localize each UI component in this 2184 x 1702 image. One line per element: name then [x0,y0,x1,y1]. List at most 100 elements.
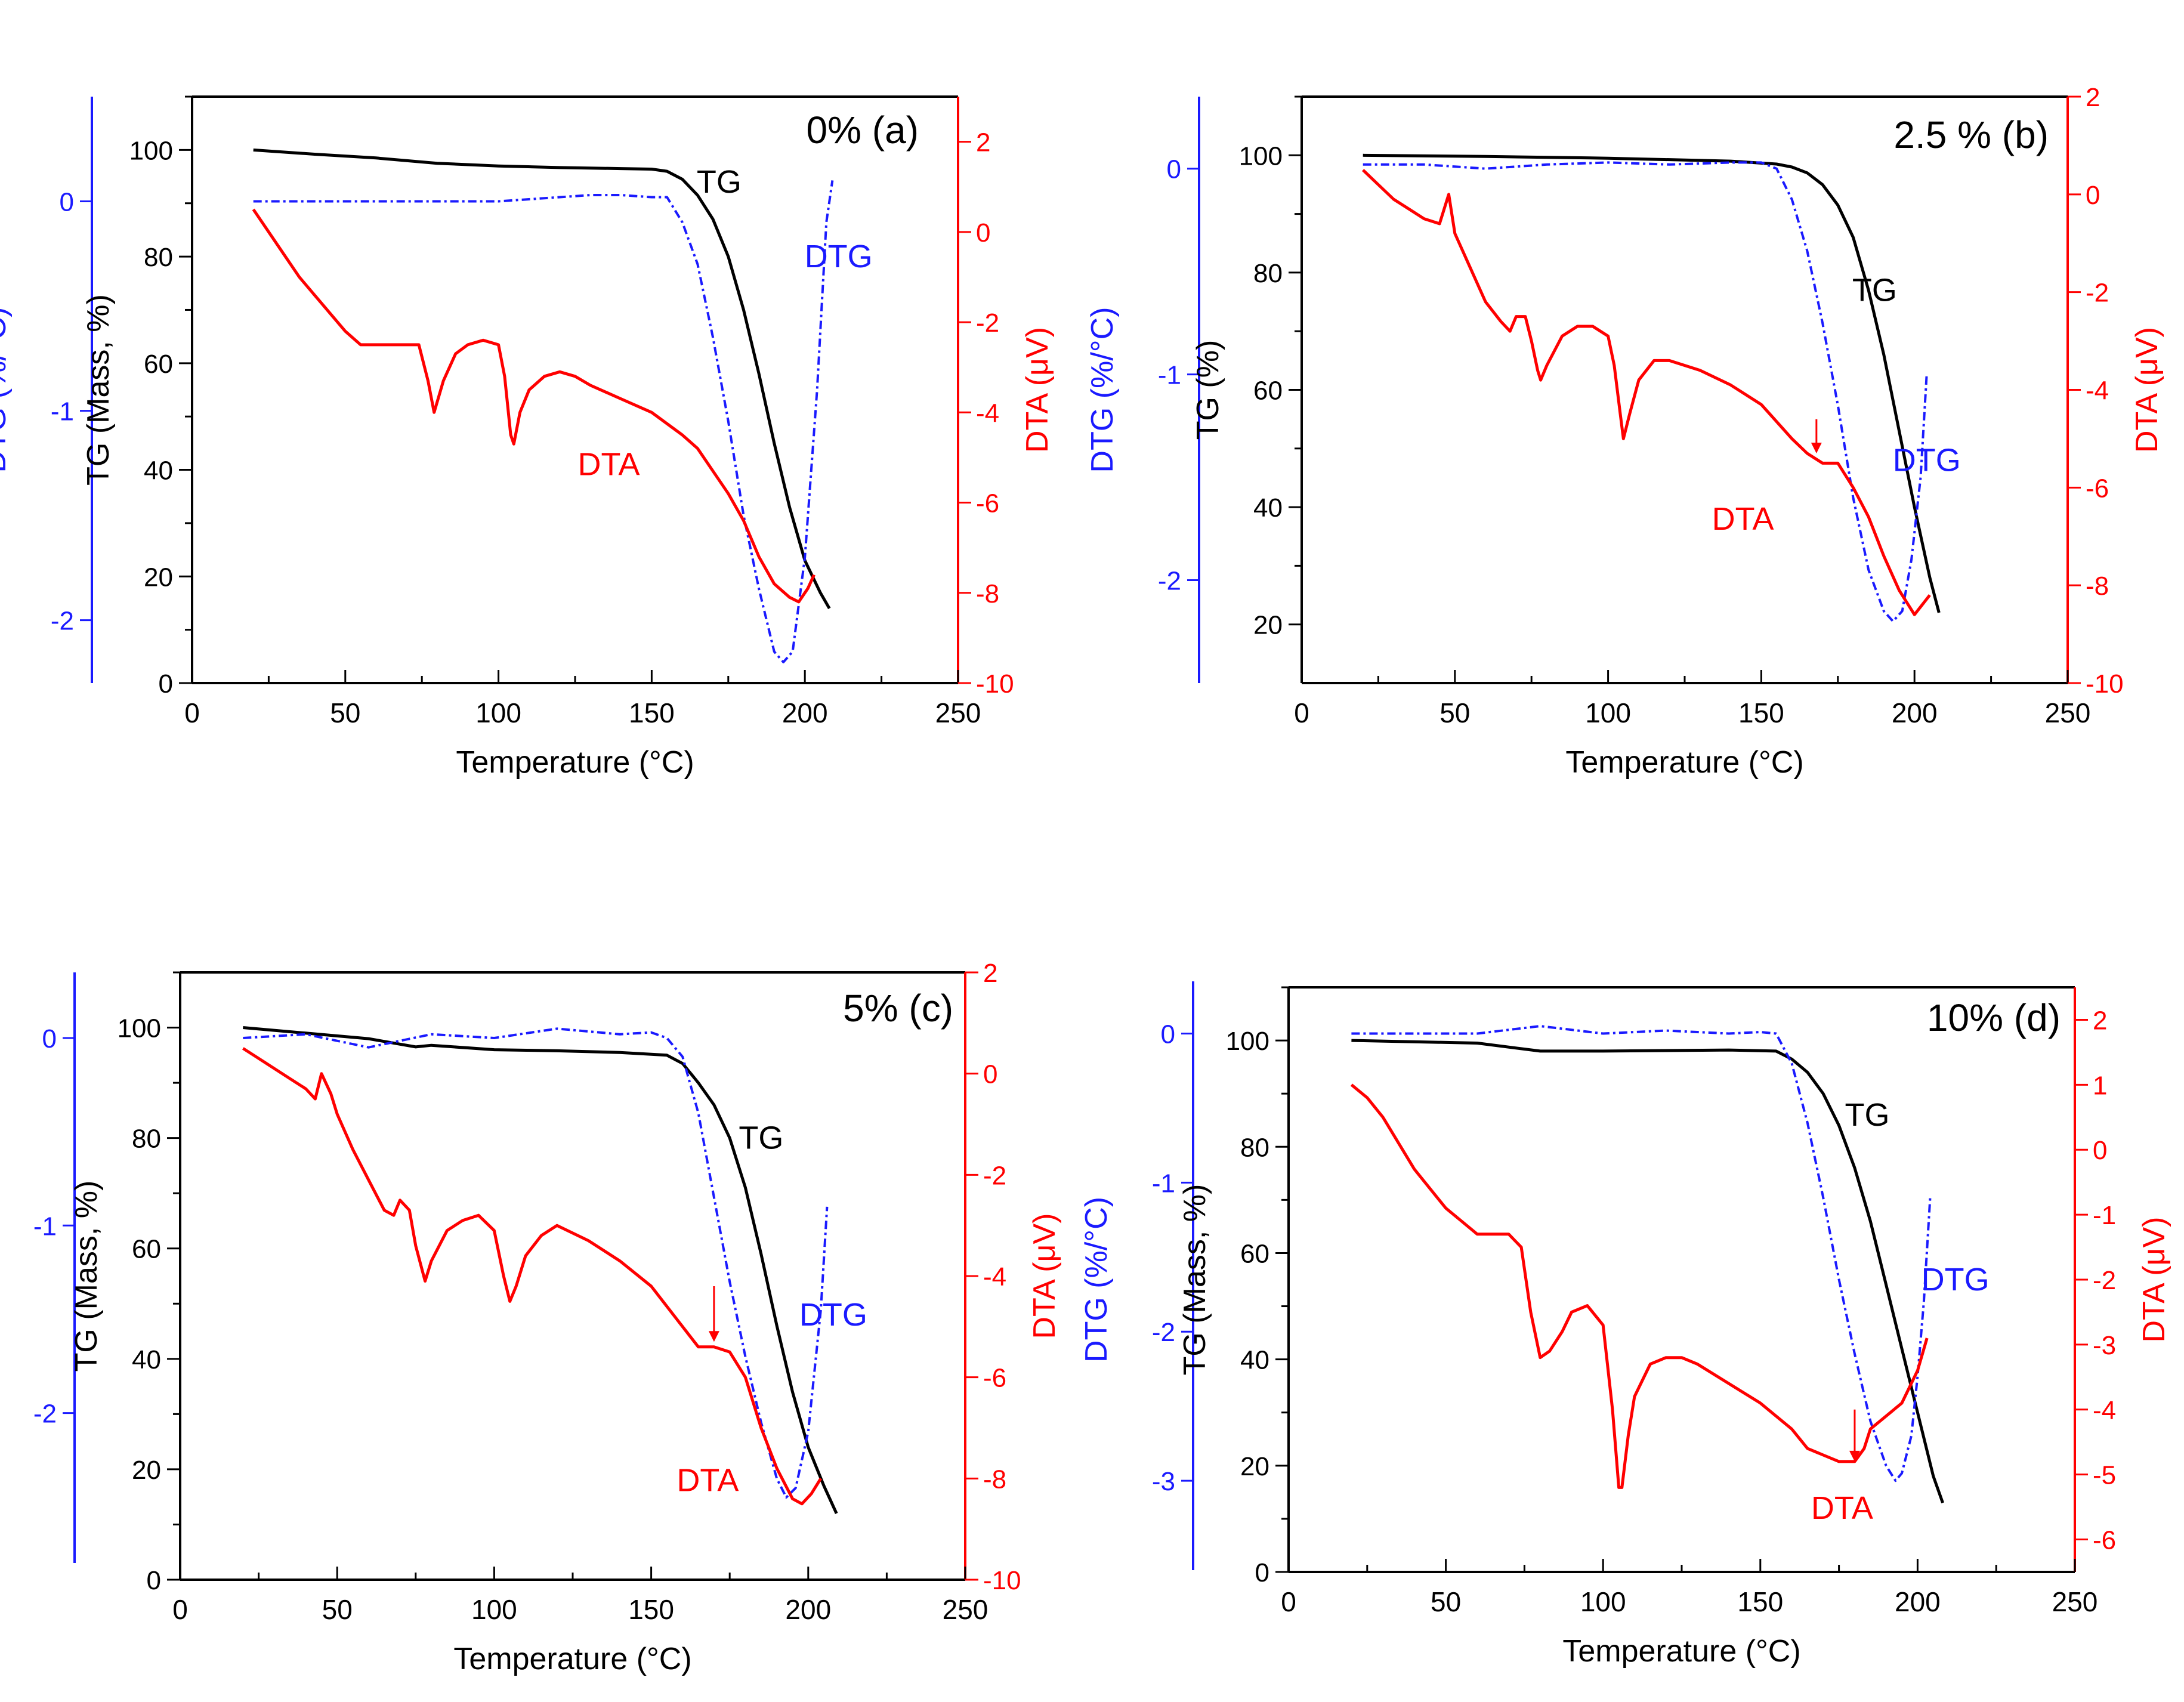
panel-1-tg-tick-label: 60 [144,350,173,379]
panel-4-x-axis-title: Temperature (°C) [1562,1634,1800,1669]
panel-3-dtg-annotation: DTG [799,1297,867,1333]
panel-3-dta-tick-label: 2 [983,959,997,988]
panel-4-x-tick-label: 250 [2052,1586,2098,1617]
panel-1-dtg-annotation: DTG [805,239,873,274]
panel-4-tg-tick-label: 40 [1240,1346,1269,1375]
panel-1-tg-tick-label: 80 [144,243,173,272]
panel-2-dtg-tick-label: -2 [1158,567,1181,596]
panel-2-x-tick-label: 150 [1738,697,1784,728]
panel-3-x-axis-title: Temperature (°C) [453,1642,691,1676]
panel-1-x-axis-title: Temperature (°C) [456,745,694,780]
panel-2-tg-axis-title: TG (%) [1191,340,1225,440]
panel-3-tg-tick-label: 80 [132,1125,161,1154]
panel-3-chart: 0 50 100 150 200 250020406080100-10-8-6-4-202… [33,959,1062,1676]
panel-4-dtg-tick-label: -2 [1152,1318,1175,1347]
panel-3-x-tick-label: 0 [172,1594,188,1625]
panel-4-x-tick-label: 150 [1737,1586,1783,1617]
panel-4-dtg-axis-title: DTG (%/°C) [1079,1197,1114,1363]
panel-4-dta-tick-label: -6 [2093,1526,2116,1555]
panel-1-dtg-line [253,180,834,663]
panel-4-dta-tick-label: -3 [2093,1331,2116,1360]
panel-1-x-tick-label: 100 [475,697,521,728]
panel-1-dta-tick-label: -4 [976,399,999,428]
panel-4-dta-tick-label: -1 [2093,1201,2116,1230]
panel-3-x-tick-label: 150 [628,1594,674,1625]
panel-1-tg-line [253,148,831,610]
panel-1-dtg-tick-label: 0 [60,188,74,217]
panel-1-dta-tick-label: 2 [976,128,990,157]
panel-4-x-tick-label: 50 [1431,1586,1461,1617]
panel-2-x-tick-label: 50 [1439,697,1470,728]
panel-2-dta-arrow [1811,419,1822,453]
panel-2-dtg-line [1363,161,1928,623]
panel-2-tg-annotation: TG [1852,272,1897,308]
panel-2-dta-annotation: DTA [1712,501,1774,537]
panel-2-dta-tick-label: 2 [2086,83,2100,112]
panel-4-dta-tick-label: -5 [2093,1461,2116,1490]
panel-3-dta-line [242,1047,823,1506]
panel-3-tg-tick-label: 60 [132,1235,161,1264]
panel-4-tg-tick-label: 20 [1240,1452,1269,1481]
panel-3-x-tick-label: 200 [785,1594,831,1625]
panel-3-tg-tick-label: 0 [147,1566,161,1595]
panel-2-dtg-axis-title: DTG (%/°C) [1085,307,1120,473]
panel-3-dta-tick-label: -6 [983,1364,1006,1393]
panel-2-tg-tick-label: 80 [1253,259,1283,288]
panel-1-x-tick-label: 0 [184,697,200,728]
panel-3-dta-annotation: DTA [676,1462,739,1498]
panel-1-panel-label: 0% (a) [807,109,919,152]
panel-2-chart: 0 50 100 150 200 25020406080100-10-8-6-4-202-… [1085,83,2164,780]
panel-4-dtg-tick-label: -3 [1152,1467,1175,1496]
panel-1-dta-tick-label: -2 [976,308,999,338]
panel-3-dtg-tick-label: -1 [33,1212,57,1241]
panel-3-dta-axis-title: DTA (μV) [1027,1213,1062,1339]
panel-4-dtg-annotation: DTG [1922,1262,1990,1298]
panel-3-tg-axis-title: TG (Mass, %) [69,1181,104,1372]
panel-1-dtg-tick-label: -2 [51,607,74,636]
panel-1-dtg-axis-title: DTG (%/°C) [0,307,13,473]
panel-2-dta-line [1361,169,1931,616]
panel-2-x-tick-label: 250 [2045,697,2091,728]
panel-2-panel-label: 2.5 % (b) [1893,113,2049,156]
panel-2-x-tick-label: 100 [1585,697,1631,728]
panel-2-dta-tick-label: -6 [2086,474,2109,503]
panel-3-x-tick-label: 50 [322,1594,353,1625]
panel-2-dtg-tick-label: 0 [1167,155,1181,184]
panel-4-dta-tick-label: 2 [2093,1006,2107,1035]
panel-2-tg-tick-label: 100 [1239,141,1283,171]
panel-3-dta-tick-label: -4 [983,1262,1006,1292]
panel-1-tg-axis-title: TG (Mass, %) [81,294,116,486]
panel-1-chart: 0 50 100 150 200 250020406080100-10-8-6-4-202… [0,95,1055,780]
panel-3-dtg-line [243,1027,829,1499]
panel-4-dtg-tick-label: 0 [1161,1020,1175,1049]
panel-1-tg-tick-label: 20 [144,563,173,592]
panel-1-dta-line [252,208,815,604]
panel-2-dtg-annotation: DTG [1893,442,1961,478]
panel-4-dtg-line [1351,1025,1932,1482]
panel-4-tg-tick-label: 100 [1226,1027,1269,1056]
panel-4-dta-tick-label: 0 [2093,1136,2107,1165]
panel-4-dta-tick-label: -4 [2093,1396,2116,1425]
panel-1-x-tick-label: 200 [782,697,828,728]
panel-4-tg-line [1351,1039,1944,1504]
panel-1-dta-tick-label: -10 [976,669,1014,699]
panel-3-dta-tick-label: -10 [983,1566,1021,1595]
panel-2-x-axis-title: Temperature (°C) [1565,745,1803,780]
panel-3-x-tick-label: 100 [471,1594,517,1625]
panel-4-dta-line [1350,1083,1929,1489]
panel-3-tg-tick-label: 20 [132,1456,161,1485]
panel-3-tg-tick-label: 40 [132,1345,161,1374]
panel-1-tg-tick-label: 0 [159,669,173,699]
panel-2-dta-tick-label: -8 [2086,572,2109,601]
panel-4-dta-tick-label: 1 [2093,1071,2107,1100]
panel-4-dta-tick-label: -2 [2093,1266,2116,1295]
panel-1-dta-annotation: DTA [577,447,640,483]
panel-4-dta-axis-title: DTA (μV) [2137,1217,2171,1343]
panel-1-x-tick-label: 250 [935,697,981,728]
panel-3-dtg-tick-label: -2 [33,1400,57,1429]
panel-2-tg-line [1363,153,1941,613]
panel-4-dta-annotation: DTA [1811,1490,1873,1526]
panel-2-dta-tick-label: -2 [2086,279,2109,308]
panel-4-x-tick-label: 200 [1895,1586,1941,1617]
